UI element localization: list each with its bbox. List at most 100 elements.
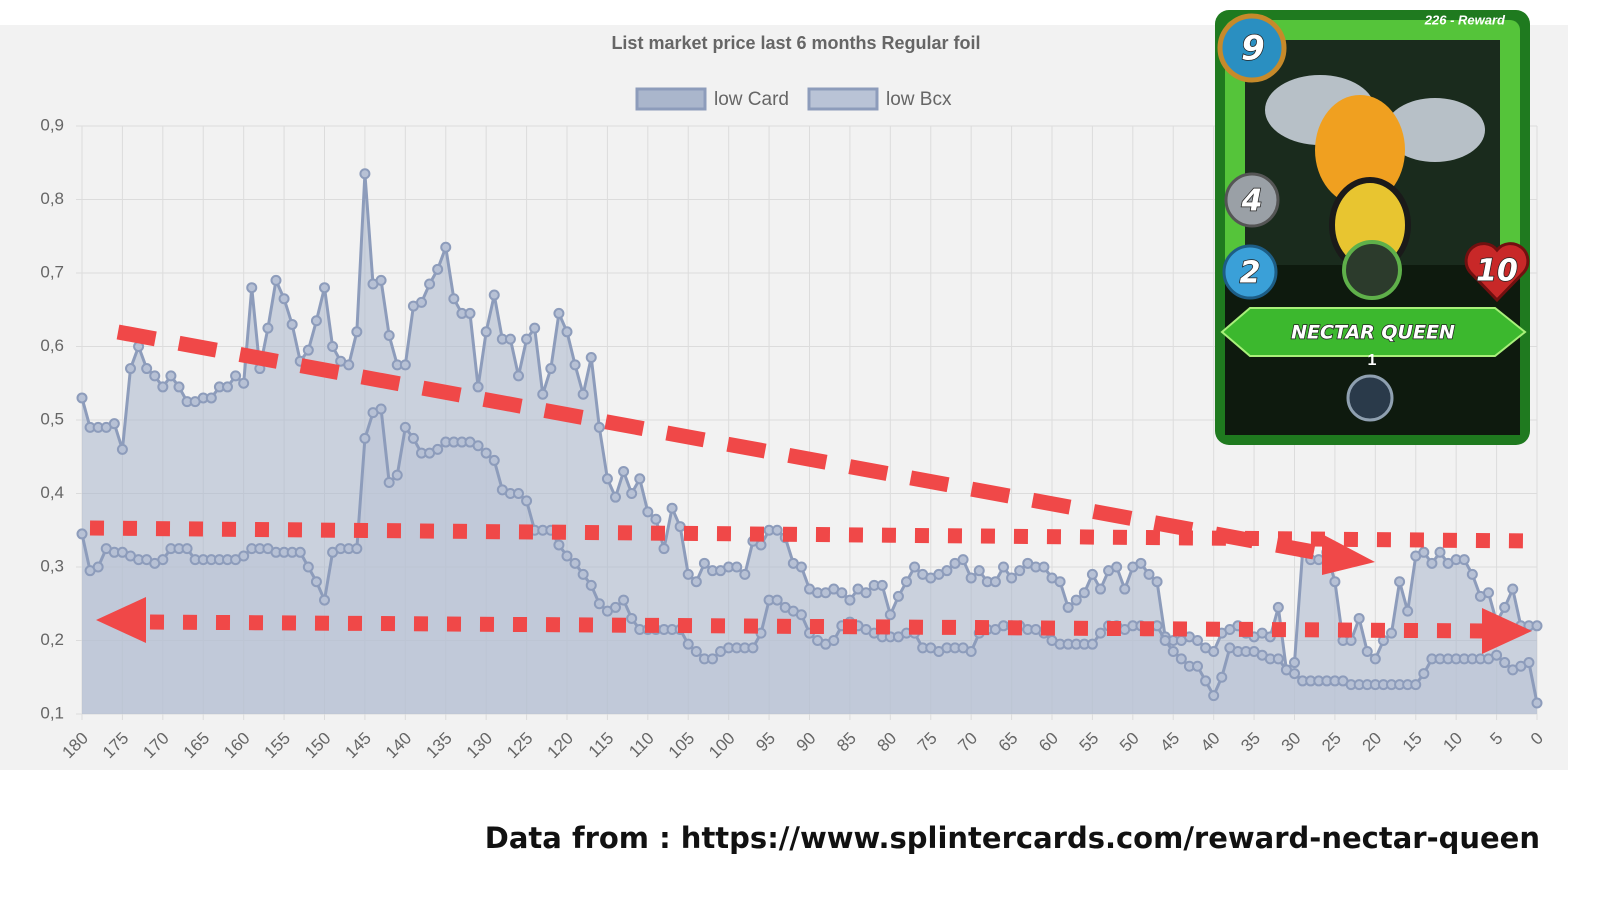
data-point (351, 543, 363, 555)
data-point (351, 326, 363, 338)
data-point (1054, 576, 1066, 588)
data-point (149, 370, 161, 382)
data-point (76, 392, 88, 404)
y-tick-label: 0,5 (40, 409, 64, 428)
data-point (998, 561, 1009, 573)
data-point (1192, 660, 1203, 672)
data-point (892, 590, 904, 602)
data-point (884, 609, 896, 621)
data-point (1086, 568, 1098, 580)
data-point (1192, 635, 1203, 646)
data-point (327, 341, 339, 352)
data-point (577, 568, 589, 580)
data-point (795, 561, 807, 573)
data-point (359, 432, 371, 444)
data-point (1483, 587, 1494, 599)
data-point (1038, 561, 1050, 573)
data-point (690, 646, 702, 658)
data-point (513, 488, 524, 499)
data-point (1402, 605, 1414, 617)
y-tick-label: 0,2 (40, 630, 64, 649)
data-point (642, 506, 654, 518)
data-point (125, 363, 136, 375)
y-tick-label: 0,6 (40, 336, 64, 355)
data-point (1200, 675, 1212, 687)
data-point (464, 307, 476, 319)
data-point (262, 322, 274, 334)
data-point (1272, 653, 1284, 665)
wing (1385, 98, 1485, 162)
data-point (1070, 594, 1082, 606)
data-point (391, 469, 403, 481)
resistance-line (89, 520, 1531, 549)
data-point (1507, 583, 1519, 595)
data-point (472, 440, 484, 452)
data-point (577, 388, 589, 400)
data-point (989, 576, 1001, 588)
data-point (230, 370, 242, 382)
data-point (1095, 583, 1106, 595)
data-point (472, 381, 484, 393)
data-point (901, 576, 912, 588)
data-point (1289, 668, 1300, 680)
data-point (319, 282, 330, 294)
data-point (1353, 612, 1365, 624)
data-point (383, 476, 395, 488)
data-point (585, 352, 597, 364)
data-point (1410, 679, 1422, 691)
data-point (1434, 546, 1446, 558)
data-point (593, 421, 605, 433)
data-point (1208, 646, 1220, 658)
data-point (601, 473, 613, 485)
data-point (270, 274, 282, 286)
data-point (375, 403, 387, 415)
data-point (941, 565, 953, 577)
data-point (294, 546, 306, 558)
data-point (973, 565, 985, 577)
card-speed: 2 (1240, 256, 1261, 291)
data-point (618, 465, 630, 477)
data-point (1499, 657, 1511, 669)
data-point (521, 495, 533, 507)
data-point (1078, 587, 1090, 599)
data-point (181, 543, 193, 555)
card-mana: 9 (1241, 29, 1265, 69)
data-point (618, 594, 630, 606)
data-point (957, 554, 969, 566)
name-banner (1220, 307, 1527, 357)
data-point (626, 488, 638, 499)
y-tick-label: 0,3 (40, 556, 64, 575)
data-point (1491, 649, 1503, 661)
data-point (407, 432, 419, 444)
data-point (513, 370, 524, 382)
data-point (1062, 601, 1074, 613)
data-point (593, 598, 605, 610)
data-point (828, 635, 840, 646)
arrow-head (1322, 534, 1375, 575)
data-point (690, 576, 702, 588)
data-point (1418, 668, 1430, 680)
data-point (1313, 554, 1325, 566)
data-point (246, 282, 258, 294)
chart-title: List market price last 6 months Regular … (611, 33, 980, 53)
data-point (1167, 646, 1179, 658)
y-tick-label: 0,4 (40, 483, 64, 502)
data-point (302, 344, 314, 356)
data-point (116, 443, 128, 455)
data-point (844, 594, 856, 606)
data-point (1523, 657, 1535, 669)
data-point (1499, 601, 1511, 613)
arrow-head (96, 597, 146, 643)
data-point (1394, 576, 1406, 588)
data-point (343, 359, 355, 371)
data-point (302, 561, 314, 573)
data-point (1289, 657, 1300, 669)
data-point (771, 524, 783, 536)
data-point (561, 326, 573, 338)
data-point (1369, 653, 1381, 665)
annotation-arrows (89, 324, 1532, 654)
downtrend-arrow (116, 324, 1332, 563)
data-point (310, 315, 322, 327)
data-point (359, 168, 371, 180)
bee-body (1315, 95, 1405, 205)
